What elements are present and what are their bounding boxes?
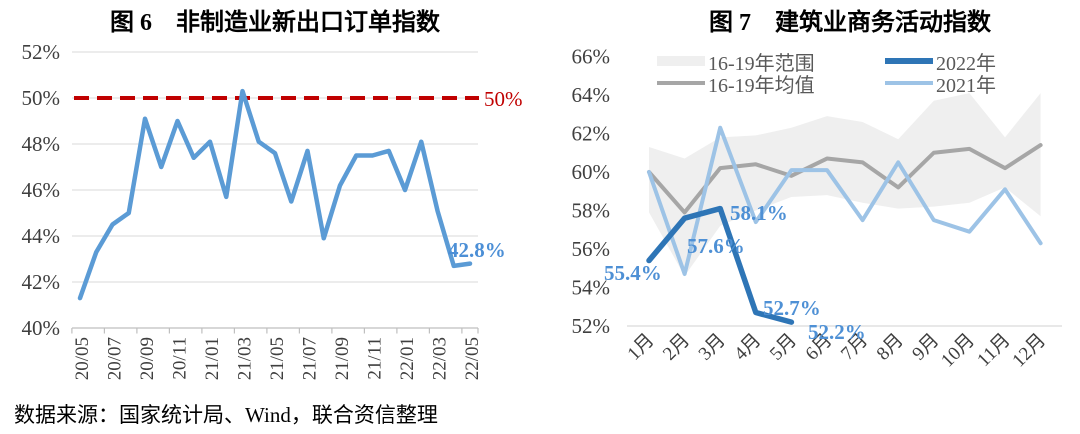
x-tick-label: 20/05 <box>72 337 93 380</box>
series-line-new-export-orders <box>77 88 473 301</box>
legend-item-range: 16-19年范围 <box>657 50 815 75</box>
legend-label: 16-19年均值 <box>708 74 815 97</box>
figure-7-value-label-mar: 58.1% <box>730 201 788 225</box>
x-tick-label: 10月 <box>937 330 979 372</box>
x-tick-label: 9月 <box>908 330 943 365</box>
figure-6-last-value-label: 42.8% <box>448 238 506 262</box>
series-line-2021 <box>647 125 1043 277</box>
y-tick-label: 56% <box>572 237 611 261</box>
series-line-mean-16-19 <box>647 143 1043 215</box>
x-tick-label: 8月 <box>873 330 908 365</box>
x-tick-label: 3月 <box>695 330 730 365</box>
figure-7-title: 图 7 建筑业商务活动指数 <box>709 10 991 36</box>
x-tick-label: 20/11 <box>170 337 191 380</box>
x-tick-label: 21/01 <box>202 337 223 380</box>
x-tick-label: 20/09 <box>137 337 158 380</box>
x-tick-label: 20/07 <box>105 337 126 380</box>
figure-7-value-label-apr: 52.7% <box>763 296 821 320</box>
mean-line-swatch <box>657 81 705 85</box>
y-tick-label: 40% <box>22 316 61 340</box>
legend-item-2022: 2022年 <box>885 50 996 75</box>
figure-7-value-label-feb: 57.6% <box>687 234 745 258</box>
x-tick-label: 1月 <box>624 330 659 365</box>
figure-6-title: 图 6 非制造业新出口订单指数 <box>110 10 440 36</box>
range-band-swatch <box>657 56 705 66</box>
series-line-2022 <box>646 205 795 325</box>
y-tick-label: 48% <box>22 132 61 156</box>
x-tick-label: 5月 <box>766 330 801 365</box>
x-tick-label: 12月 <box>1008 330 1050 372</box>
y-tick-label: 54% <box>572 276 611 300</box>
x-tick-label: 21/07 <box>300 337 321 380</box>
y-tick-label: 60% <box>572 160 611 184</box>
line-2021-swatch <box>885 81 933 85</box>
y-tick-label: 46% <box>22 178 61 202</box>
y-tick-label: 52% <box>572 314 611 338</box>
x-tick-label: 21/11 <box>365 337 386 380</box>
y-tick-label: 66% <box>572 45 611 69</box>
x-tick-label: 21/09 <box>332 337 353 380</box>
y-tick-label: 58% <box>572 199 611 223</box>
x-tick-label: 21/03 <box>235 337 256 380</box>
legend-item-mean: 16-19年均值 <box>657 72 815 97</box>
y-tick-label: 64% <box>572 83 611 107</box>
x-tick-label: 22/01 <box>397 337 418 380</box>
range-band-16-19 <box>649 93 1041 276</box>
figure-6-refline-label: 50% <box>484 87 523 111</box>
x-tick-label: 11月 <box>973 330 1014 371</box>
x-tick-label: 2月 <box>659 330 694 365</box>
y-tick-label: 52% <box>22 40 61 64</box>
y-tick-label: 50% <box>22 86 61 110</box>
y-tick-label: 42% <box>22 270 61 294</box>
y-tick-label: 44% <box>22 224 61 248</box>
source-note: 数据来源：国家统计局、Wind，联合资信整理 <box>14 403 438 427</box>
y-tick-label: 62% <box>572 122 611 146</box>
legend-label: 16-19年范围 <box>708 52 815 75</box>
x-tick-label: 21/05 <box>267 337 288 380</box>
figure-7-value-label-may: 52.2% <box>808 320 866 344</box>
x-tick-label: 22/05 <box>462 337 483 380</box>
x-tick-label: 4月 <box>730 330 765 365</box>
legend-label: 2021年 <box>936 74 996 97</box>
figure-7-value-label-jan: 55.4% <box>604 261 662 285</box>
line-2022-swatch <box>885 58 933 64</box>
x-tick-label: 22/03 <box>430 337 451 380</box>
figure-7-chart: 66%64%62%60%58%56%54%52%1月 2月 3月 4月 5月 6月 7月 8月… <box>572 45 1062 372</box>
legend-label: 2022年 <box>936 52 996 75</box>
legend-item-2021: 2021年 <box>885 72 996 97</box>
figure-6-chart: 52% 50% 48% 46% 44% 42% 40% 20/05 20/07 20/09 20/1… <box>22 40 484 380</box>
